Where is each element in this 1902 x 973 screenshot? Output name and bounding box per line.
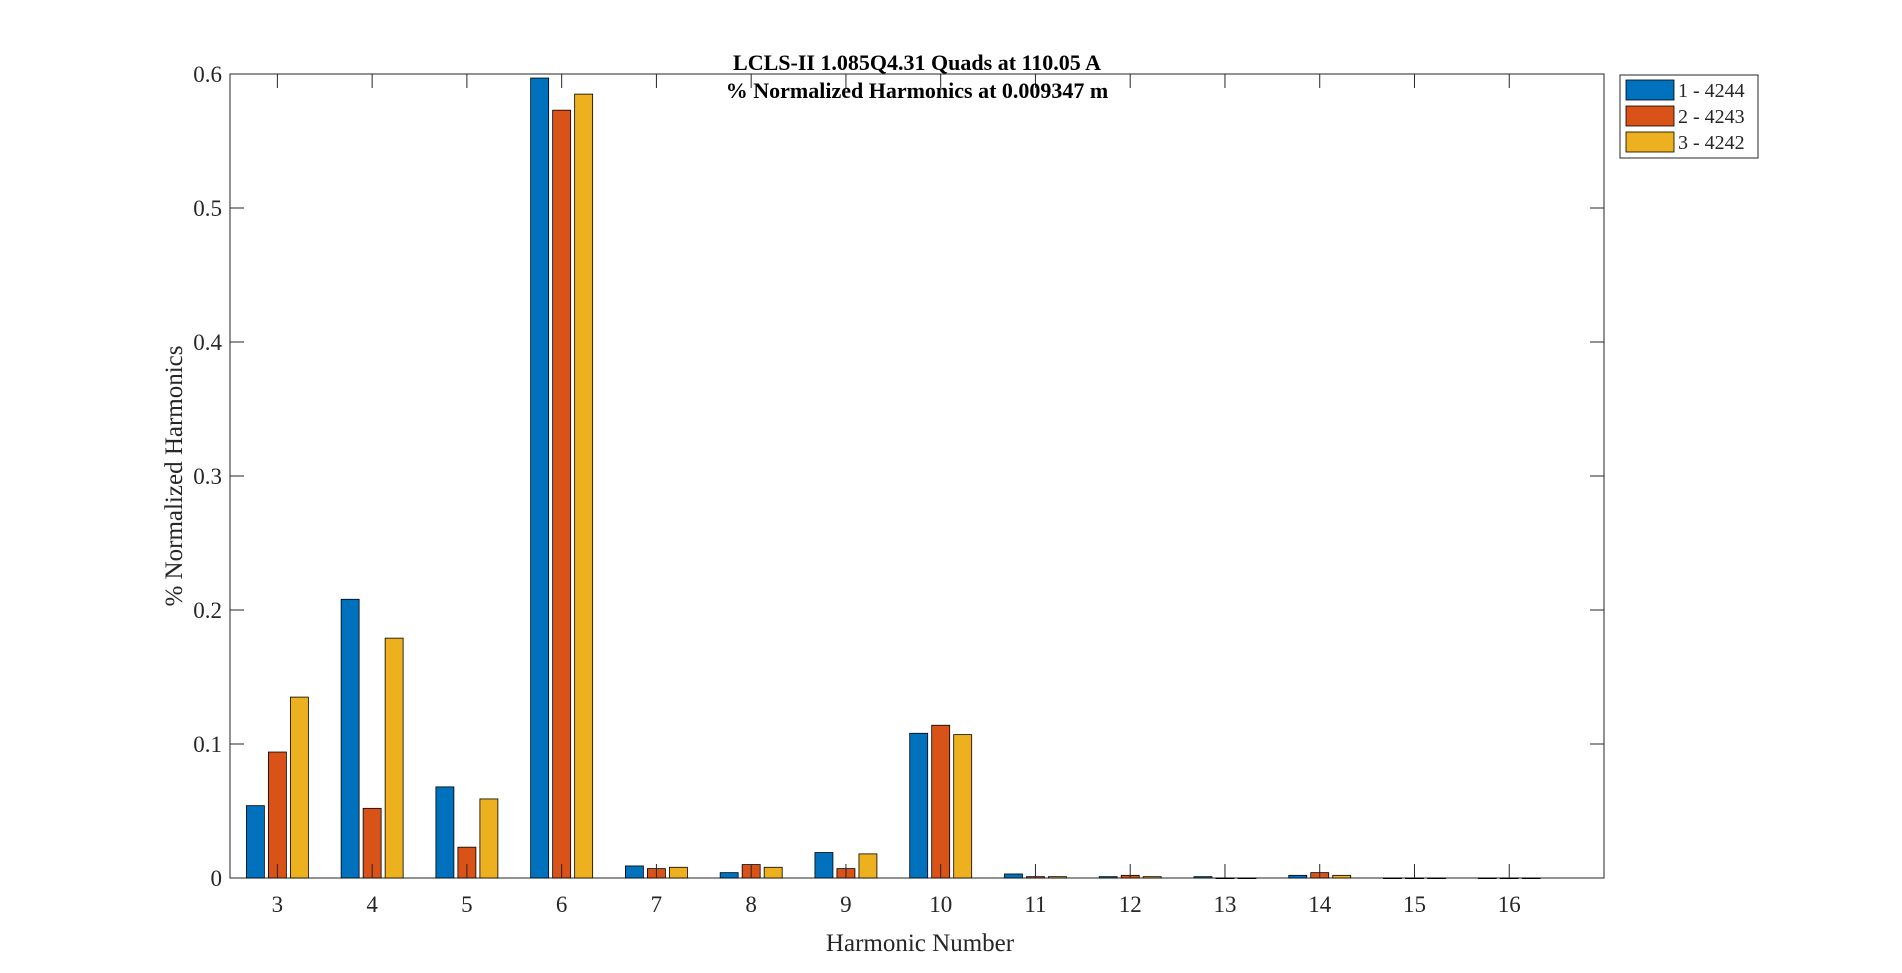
- bar-series-1-harmonic-7: [625, 865, 644, 879]
- bar-series-3-harmonic-9: [858, 853, 878, 879]
- legend-swatch-series-3: [1625, 131, 1675, 153]
- bar-series-1-harmonic-11: [1004, 873, 1023, 879]
- y-tick-label: 0.4: [193, 330, 222, 355]
- y-ticks-group: 0 0.1 0.2 0.3 0.4 0.5 0.6: [193, 62, 1604, 891]
- legend-label-series-1: 1 - 4244: [1678, 80, 1745, 102]
- bar-series-3-harmonic-4: [384, 637, 404, 879]
- x-tick-label: 14: [1308, 892, 1332, 917]
- y-tick-label: 0.5: [193, 196, 222, 221]
- x-tick-label: 8: [745, 892, 757, 917]
- bar-series-3-harmonic-11: [1048, 876, 1067, 879]
- bar-series-1-harmonic-8: [719, 872, 739, 879]
- x-tick-label: 7: [651, 892, 663, 917]
- legend-label-series-3: 3 - 4242: [1678, 132, 1745, 154]
- x-tick-label: 10: [929, 892, 952, 917]
- bars-group: [245, 77, 1541, 880]
- bar-series-1-harmonic-15: [1383, 877, 1402, 880]
- bar-series-3-harmonic-16: [1521, 877, 1541, 880]
- bar-series-1-harmonic-16: [1477, 877, 1497, 880]
- bar-series-3-harmonic-6: [574, 93, 594, 879]
- bar-series-1-harmonic-13: [1193, 876, 1213, 879]
- y-tick-label: 0.2: [193, 598, 222, 623]
- bar-series-2-harmonic-6: [552, 109, 572, 879]
- bar-series-1-harmonic-3: [245, 805, 265, 879]
- bar-series-3-harmonic-3: [289, 696, 309, 879]
- bar-series-3-harmonic-7: [669, 866, 688, 879]
- y-tick-label: 0.6: [193, 62, 222, 87]
- y-tick-label: 0.3: [193, 464, 222, 489]
- x-ticks-group: 3 4 5 6 7 8 9 10 11 12 13 14 15 16: [272, 74, 1521, 917]
- bar-series-1-harmonic-6: [530, 77, 550, 879]
- chart-title: LCLS-II 1.085Q4.31 Quads at 110.05 A: [733, 50, 1101, 75]
- legend-swatch-series-2: [1625, 105, 1675, 127]
- x-tick-label: 3: [272, 892, 284, 917]
- bar-series-3-harmonic-8: [763, 866, 783, 879]
- x-tick-label: 12: [1119, 892, 1142, 917]
- bar-series-2-harmonic-10: [931, 724, 951, 879]
- bar-series-1-harmonic-12: [1098, 876, 1118, 879]
- x-tick-label: 4: [366, 892, 378, 917]
- y-axis-label: % Normalized Harmonics: [161, 345, 188, 606]
- bar-series-3-harmonic-10: [953, 734, 973, 879]
- bar-series-2-harmonic-16: [1499, 877, 1519, 880]
- x-tick-label: 9: [840, 892, 852, 917]
- x-tick-label: 15: [1403, 892, 1426, 917]
- bar-series-1-harmonic-5: [435, 786, 455, 879]
- legend-swatch-series-1: [1625, 79, 1675, 101]
- bar-series-1-harmonic-10: [909, 732, 929, 879]
- x-tick-label: 16: [1498, 892, 1521, 917]
- bar-series-3-harmonic-5: [479, 798, 499, 879]
- bar-series-3-harmonic-13: [1237, 877, 1257, 880]
- chart-subtitle: % Normalized Harmonics at 0.009347 m: [726, 78, 1109, 103]
- legend-label-series-2: 2 - 4243: [1678, 106, 1745, 128]
- y-tick-label: 0.1: [193, 732, 222, 757]
- x-tick-label: 11: [1024, 892, 1046, 917]
- bar-series-2-harmonic-13: [1215, 877, 1235, 880]
- x-axis-label: Harmonic Number: [826, 930, 1015, 957]
- bar-series-2-harmonic-3: [267, 751, 287, 879]
- legend[interactable]: 1 - 4244 2 - 4243 3 - 4242: [1619, 74, 1759, 159]
- bar-series-3-harmonic-15: [1427, 877, 1446, 880]
- bar-series-2-harmonic-15: [1405, 877, 1424, 880]
- bar-series-1-harmonic-14: [1288, 874, 1308, 879]
- x-tick-label: 5: [461, 892, 473, 917]
- bar-series-1-harmonic-4: [340, 598, 360, 879]
- y-tick-label: 0: [211, 866, 223, 891]
- bar-series-3-harmonic-14: [1332, 874, 1352, 879]
- x-tick-label: 6: [556, 892, 568, 917]
- x-tick-label: 13: [1213, 892, 1236, 917]
- bar-series-3-harmonic-12: [1142, 876, 1162, 879]
- bar-series-1-harmonic-9: [814, 852, 834, 879]
